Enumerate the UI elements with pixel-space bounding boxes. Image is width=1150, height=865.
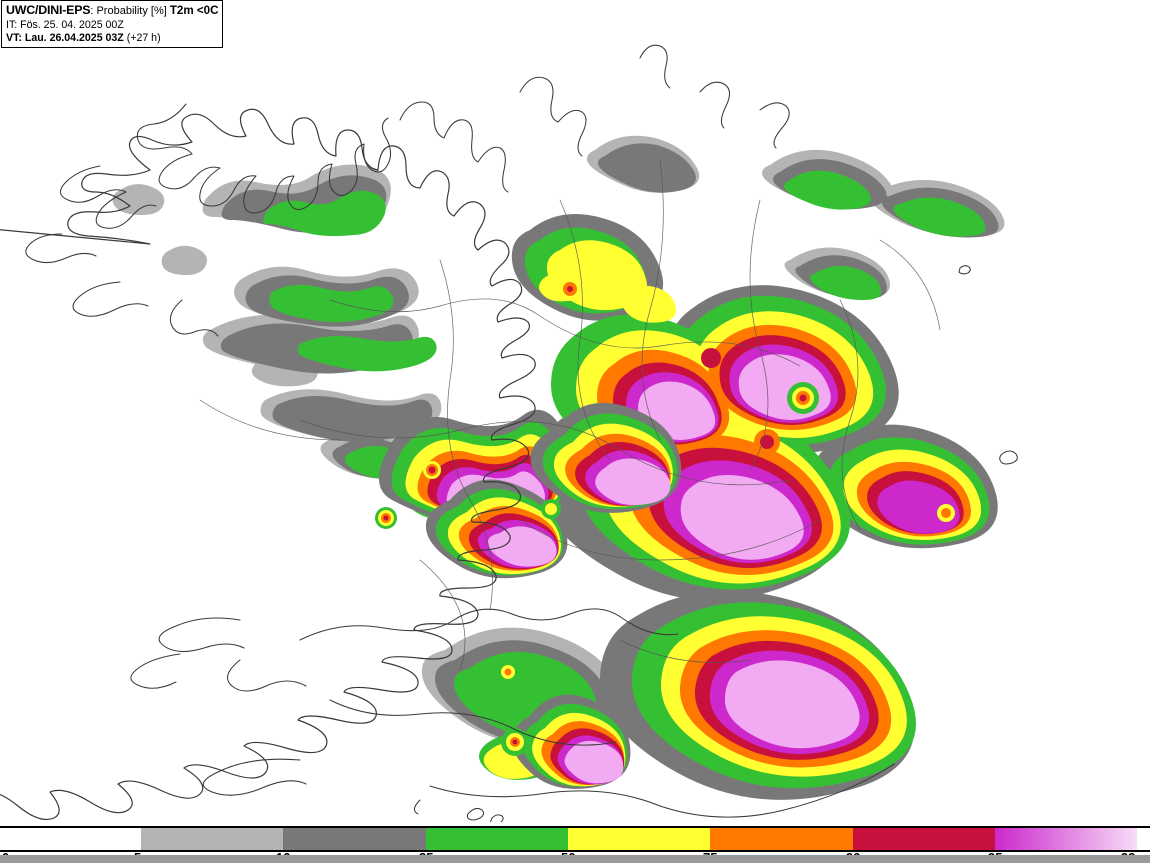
- probability-contour-field: [112, 135, 1005, 800]
- init-label: IT:: [6, 18, 21, 31]
- product-label: Probability [%]: [96, 5, 170, 17]
- model-separator: :: [90, 5, 97, 17]
- info-line-init: IT: Fös. 25. 04. 2025 00Z: [6, 19, 218, 33]
- colorbar-strip: [0, 826, 1150, 852]
- init-time: Fös. 25. 04. 2025 00Z: [20, 18, 124, 31]
- small-hotspots: [375, 277, 955, 756]
- model-name: UWC/DINI-EPS: [6, 3, 91, 17]
- colorbar-segment-white: [0, 828, 141, 850]
- forecast-info-box: UWC/DINI-EPS: Probability [%] T2m <0C IT…: [1, 0, 223, 48]
- band-99-plus: [638, 354, 860, 749]
- lead-time: (+27 h): [123, 32, 161, 45]
- colorbar-segment-light-grey: [140, 828, 283, 850]
- info-line-model: UWC/DINI-EPS: Probability [%] T2m <0C: [6, 3, 219, 19]
- iceland-probability-map: [0, 44, 1018, 822]
- map-canvas[interactable]: [0, 0, 1150, 822]
- colorbar-segment-orange: [709, 828, 853, 850]
- info-line-valid: VT: Lau. 26.04.2025 03Z (+27 h): [6, 32, 218, 46]
- valid-time: Lau. 26.04.2025 03Z: [24, 32, 124, 45]
- valid-label: VT:: [6, 32, 25, 45]
- colorbar-segment-yellow: [567, 828, 710, 850]
- colorbar-segment-dark-grey: [282, 828, 426, 850]
- coastline-outline: [0, 44, 1018, 822]
- footer-strip: [0, 855, 1150, 863]
- colorbar-segment-magenta: [994, 828, 1137, 850]
- colorbar-segment-crimson: [852, 828, 995, 850]
- hofsjokull-complex: [530, 402, 682, 513]
- parameter-label: T2m <0C: [169, 4, 219, 17]
- colorbar-segment-green: [425, 828, 568, 850]
